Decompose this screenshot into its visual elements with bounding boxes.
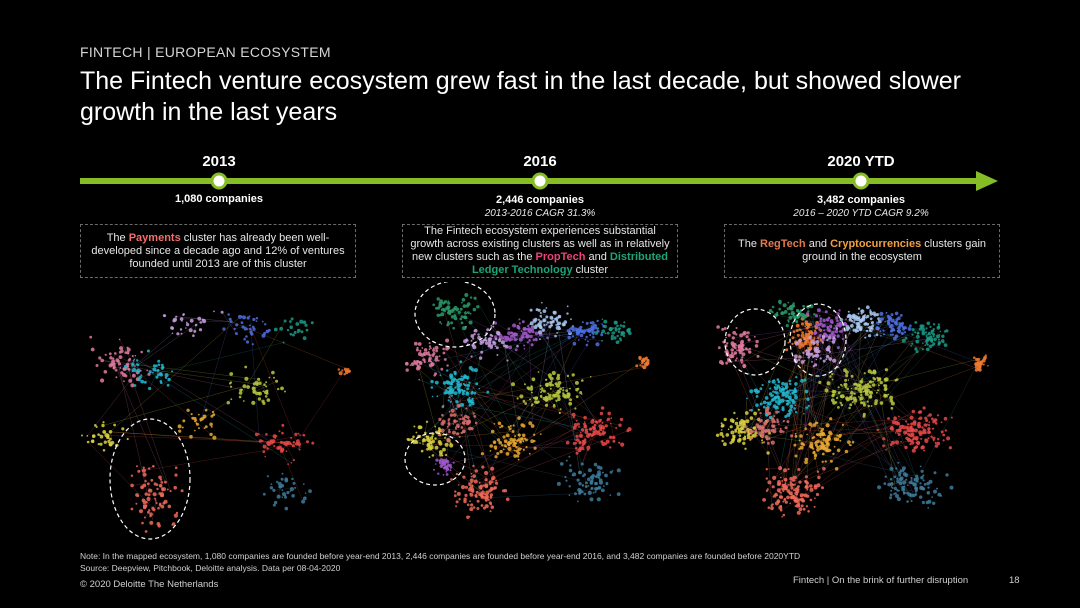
highlight-ellipse-1-1	[404, 432, 466, 486]
regtech-highlight: RegTech	[760, 238, 806, 250]
callout-2016: The Fintech ecosystem experiences substa…	[402, 224, 678, 278]
page-title: The Fintech venture ecosystem grew fast …	[80, 67, 962, 126]
page-number: 18	[1009, 575, 1020, 586]
companies-2016: 2,446 companies	[495, 194, 585, 206]
network-map-2013	[81, 310, 351, 540]
companies-2013: 1,080 companies	[174, 193, 264, 205]
callout-2020: The RegTech and Cryptocurrencies cluster…	[724, 224, 1000, 278]
network-map-2016	[404, 282, 650, 519]
highlight-ellipse-1-0	[414, 282, 496, 348]
deck-title: Fintech | On the brink of further disrup…	[793, 575, 969, 586]
milestone-year-2013: 2013	[202, 153, 236, 170]
callout-2013: The Payments cluster has already been we…	[80, 224, 356, 278]
network-map-2020	[715, 299, 989, 518]
milestone-dot-2020	[852, 172, 870, 190]
footnote: Note: In the mapped ecosystem, 1,080 com…	[80, 551, 801, 561]
crypto-highlight: Cryptocurrencies	[830, 238, 922, 250]
highlight-ellipse-2-0	[724, 308, 786, 376]
source-note: Source: Deepview, Pitchbook, Deloitte an…	[80, 563, 341, 573]
copyright: © 2020 Deloitte The Netherlands	[80, 579, 219, 590]
dlt-highlight: Distributed Ledger Technology	[471, 251, 668, 276]
proptech-highlight: PropTech	[535, 251, 586, 263]
milestone-year-2020: 2020 YTD	[827, 153, 895, 170]
timeline-arrow	[80, 171, 998, 191]
section-kicker: FINTECH | EUROPEAN ECOSYSTEM	[80, 44, 331, 60]
companies-2020: 3,482 companies	[816, 194, 906, 206]
highlight-ellipse-0-0	[109, 418, 191, 540]
milestone-dot-2013	[210, 172, 228, 190]
milestone-dot-2016	[531, 172, 549, 190]
highlight-ellipse-2-1	[789, 303, 847, 377]
milestone-year-2016: 2016	[523, 153, 557, 170]
payments-highlight: Payments	[128, 231, 181, 244]
cagr-2016: 2013-2016 CAGR 31.3%	[484, 208, 596, 219]
cagr-2020: 2016 – 2020 YTD CAGR 9.2%	[793, 208, 929, 219]
